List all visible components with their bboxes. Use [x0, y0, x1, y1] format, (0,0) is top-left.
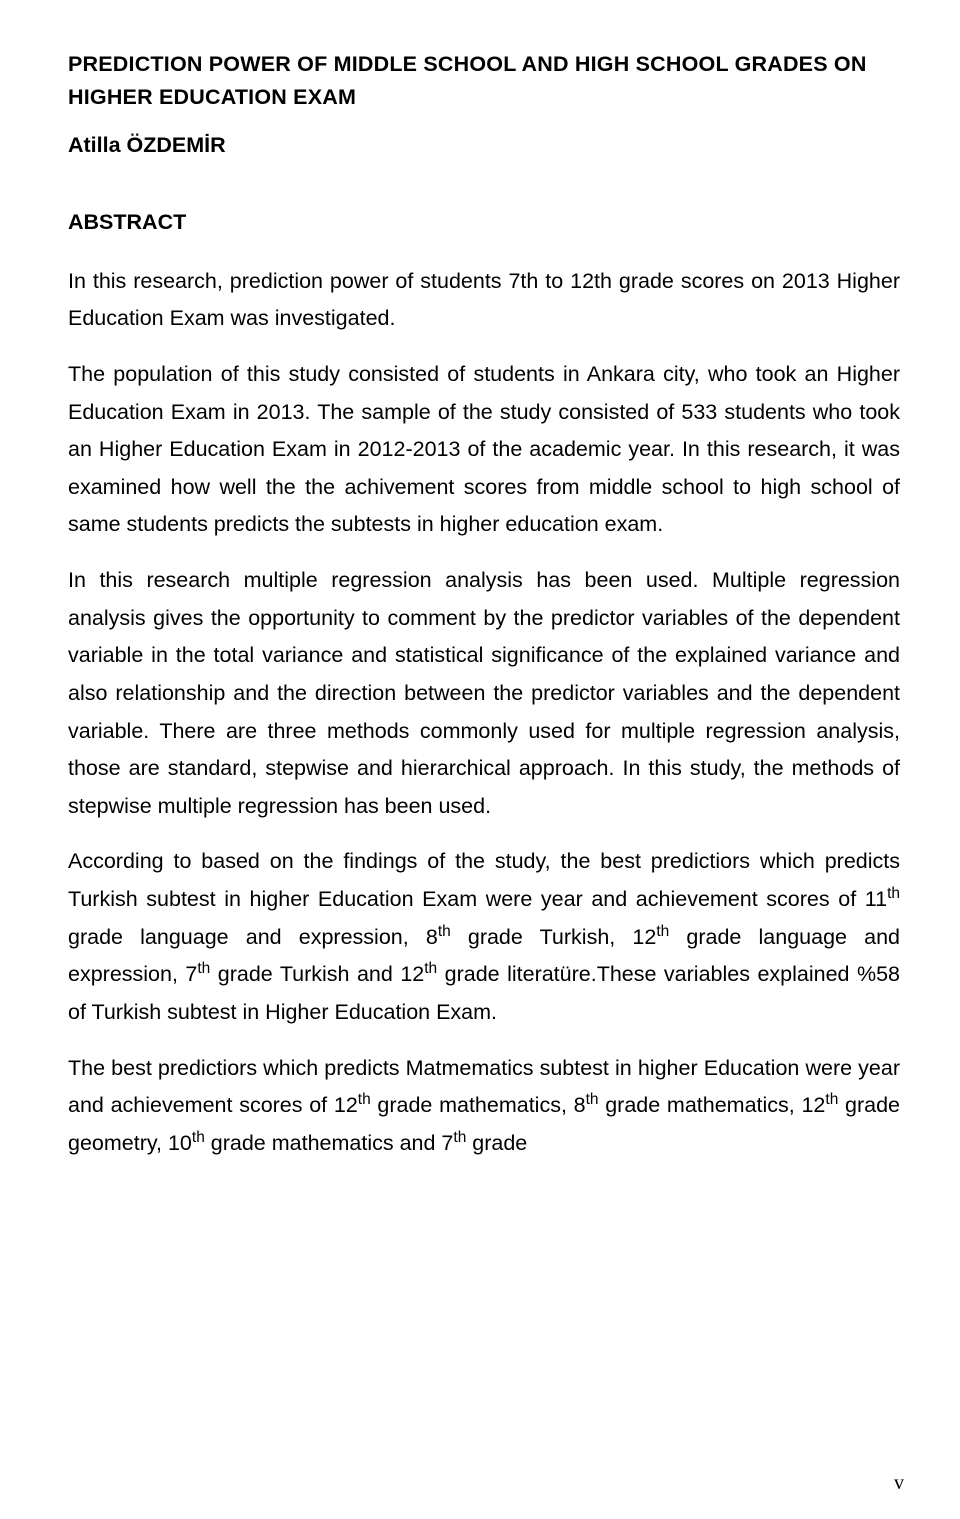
ordinal-suffix: th [825, 1091, 838, 1108]
ordinal-suffix: th [192, 1129, 205, 1146]
body-text: grade Turkish and 12 [210, 962, 424, 986]
abstract-paragraph-1: In this research, prediction power of st… [68, 263, 900, 338]
body-text: grade [466, 1131, 527, 1155]
ordinal-suffix: th [887, 885, 900, 902]
ordinal-suffix: th [656, 922, 669, 939]
ordinal-suffix: th [586, 1091, 599, 1108]
body-text: grade mathematics, 12 [599, 1093, 826, 1117]
document-author: Atilla ÖZDEMİR [68, 133, 900, 158]
ordinal-suffix: th [424, 960, 437, 977]
body-text: grade mathematics, 8 [371, 1093, 586, 1117]
abstract-paragraph-3: In this research multiple regression ana… [68, 562, 900, 825]
body-text: According to based on the findings of th… [68, 849, 900, 911]
abstract-heading: ABSTRACT [68, 210, 900, 235]
ordinal-suffix: th [358, 1091, 371, 1108]
body-text: grade mathematics and 7 [205, 1131, 454, 1155]
ordinal-suffix: th [438, 922, 451, 939]
body-text: grade Turkish, 12 [451, 925, 657, 949]
document-title: PREDICTION POWER OF MIDDLE SCHOOL AND HI… [68, 48, 900, 115]
ordinal-suffix: th [197, 960, 210, 977]
ordinal-suffix: th [453, 1129, 466, 1146]
abstract-paragraph-2: The population of this study consisted o… [68, 356, 900, 544]
body-text: grade language and expression, 8 [68, 925, 438, 949]
abstract-paragraph-5: The best predictiors which predicts Matm… [68, 1050, 900, 1163]
abstract-paragraph-4: According to based on the findings of th… [68, 843, 900, 1031]
page-number: v [894, 1472, 904, 1495]
